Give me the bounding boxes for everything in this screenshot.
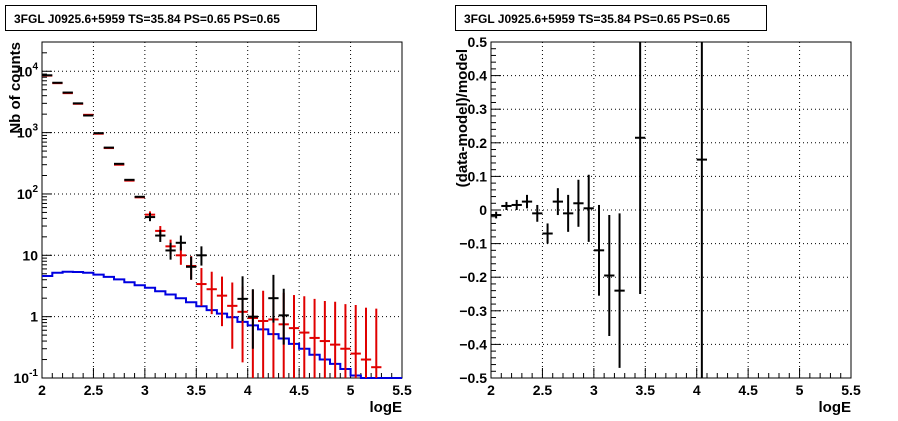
x-tick-label: 3.5 (187, 382, 207, 398)
y-tick-label: 10 (22, 247, 38, 263)
x-tick-label: 2 (38, 382, 46, 398)
y-tick-label: 103 (17, 123, 39, 141)
x-axis-label: logE (370, 399, 403, 416)
x-tick-label: 4.5 (738, 382, 758, 398)
y-tick-label: 10-1 (14, 368, 39, 386)
x-tick-label: 5 (796, 382, 804, 398)
counts-histogram-plot: 2 2.5 3 3.5 4 4.5 5 5.5 10-1 1 10 102 103 104 logE Nb o… (7, 41, 412, 416)
model-step-line (42, 270, 402, 379)
y-tick-label: −0.4 (459, 336, 487, 352)
plot-frame (41, 41, 403, 379)
x-tick-label: 3.5 (636, 382, 656, 398)
right-plot-title: 3FGL J0925.6+5959 TS=35.84 PS=0.65 PS=0.… (455, 5, 767, 31)
y-axis-label: (data-model)/model (454, 49, 471, 187)
y-tick-label: 0.1 (468, 168, 488, 184)
y-tick-label: 0 (479, 202, 487, 218)
y-tick-label: −0.1 (459, 236, 487, 252)
x-tick-label: 4.5 (289, 382, 309, 398)
x-tick-label: 2 (487, 382, 495, 398)
y-tick-label: 0.4 (468, 68, 488, 84)
x-tick-label: 2.5 (84, 382, 104, 398)
x-tick-label: 3 (141, 382, 149, 398)
y-tick-label: 102 (17, 184, 39, 202)
y-tick-label: 0.3 (468, 101, 488, 117)
left-plot-title: 3FGL J0925.6+5959 TS=35.84 PS=0.65 PS=0.… (5, 5, 317, 31)
residuals-plot: 2 2.5 3 3.5 4 4.5 5 5.5 −0.5 −0.4 −0.3 −0.2 −0.1 0 0.1… (454, 34, 861, 416)
y-tick-label: −0.5 (459, 370, 487, 386)
x-axis-label: logE (819, 399, 852, 416)
y-tick-label: 0.5 (468, 34, 488, 50)
y-axis-label: Nb of counts (7, 42, 24, 134)
x-tick-label: 3 (590, 382, 598, 398)
x-tick-label: 5 (347, 382, 355, 398)
y-tick-label: 0.2 (468, 135, 488, 151)
y-tick-label: −0.2 (459, 269, 487, 285)
x-tick-label: 4 (244, 382, 252, 398)
x-tick-label: 2.5 (533, 382, 553, 398)
y-tick-label: 104 (17, 61, 39, 79)
y-tick-label: −0.3 (459, 303, 487, 319)
y-tick-label: 1 (30, 309, 38, 325)
x-tick-label: 5.5 (392, 382, 412, 398)
x-tick-label: 5.5 (841, 382, 861, 398)
x-tick-label: 4 (693, 382, 701, 398)
